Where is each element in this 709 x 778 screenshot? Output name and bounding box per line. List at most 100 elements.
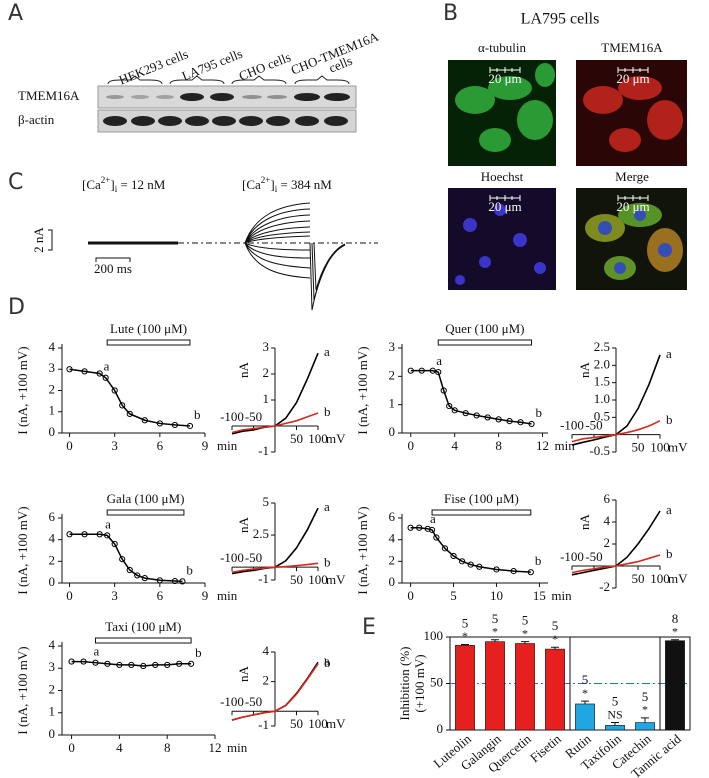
x-unit: min bbox=[555, 438, 576, 453]
x-tick-label: -100 bbox=[220, 409, 244, 424]
y-tick-label: 0 bbox=[389, 574, 396, 589]
x-tick-label: 50 bbox=[290, 431, 303, 446]
scale-bar-label: 20 μm bbox=[616, 199, 649, 214]
data-point bbox=[66, 366, 73, 373]
panel-label: D bbox=[8, 295, 25, 320]
image-label: TMEM16A bbox=[601, 40, 663, 55]
trace bbox=[410, 527, 531, 573]
data-point bbox=[141, 575, 148, 582]
drug-label: Gala (100 μM) bbox=[107, 491, 185, 506]
scale-bar bbox=[95, 257, 131, 262]
x-tick-label: 50 bbox=[290, 716, 303, 731]
image-label: Merge bbox=[615, 169, 649, 184]
row-label: TMEM16A bbox=[18, 88, 80, 103]
x-unit: min bbox=[217, 588, 238, 603]
text: [Ca bbox=[82, 177, 101, 192]
data-point bbox=[102, 374, 109, 381]
significance: * bbox=[582, 686, 588, 700]
point-label: a bbox=[105, 516, 111, 531]
data-point bbox=[119, 402, 126, 409]
bar bbox=[545, 648, 565, 731]
y-tick-label: 1 bbox=[49, 704, 56, 719]
x-unit: mV bbox=[326, 572, 346, 587]
y-tick-label: 2 bbox=[604, 535, 611, 550]
data-point bbox=[111, 540, 118, 548]
data-point bbox=[96, 531, 103, 538]
x-tick-label: 4 bbox=[451, 438, 458, 453]
subscript: i bbox=[115, 184, 118, 194]
bar bbox=[605, 725, 625, 731]
y-tick-label: 2 bbox=[49, 381, 56, 396]
y-tick-label: 2 bbox=[389, 367, 396, 382]
superscript: 2+ bbox=[261, 175, 271, 185]
sample-size: 5 bbox=[642, 689, 649, 704]
significance: * bbox=[642, 703, 648, 717]
data-point bbox=[429, 367, 436, 374]
y-axis-label: I (nA, +100 mV) bbox=[15, 346, 30, 434]
data-point bbox=[467, 561, 474, 568]
y-tick-label: 6 bbox=[604, 491, 611, 506]
y-tick-label: -1 bbox=[258, 717, 269, 732]
x-unit: mV bbox=[668, 571, 688, 586]
y-tick-label: 2.5 bbox=[253, 526, 269, 541]
group-labels: HEK293 cells LA795 cells CHO cells CHO-T… bbox=[107, 29, 381, 88]
data-point bbox=[435, 368, 442, 376]
series-label: a bbox=[666, 502, 672, 517]
y-axis-label: nA bbox=[236, 361, 251, 378]
sample-size: 5 bbox=[522, 613, 529, 628]
x-tick-label: 100 bbox=[308, 572, 328, 587]
data-point bbox=[440, 387, 447, 394]
data-point bbox=[462, 410, 469, 417]
y-tick-label: 2.0 bbox=[594, 356, 610, 371]
series-label: b bbox=[666, 546, 673, 561]
drug-bar bbox=[437, 339, 533, 346]
point-label: b bbox=[186, 562, 193, 577]
y-tick-label: 0 bbox=[49, 726, 56, 741]
data-point bbox=[407, 524, 414, 531]
data-point bbox=[134, 572, 141, 579]
x-tick-label: 0 bbox=[407, 588, 414, 603]
bar bbox=[635, 722, 655, 731]
sample-size: 5 bbox=[612, 694, 619, 709]
data-point bbox=[424, 525, 431, 532]
significance: * bbox=[492, 625, 498, 639]
series-label: b bbox=[324, 404, 331, 419]
sample-size: 5 bbox=[492, 611, 499, 626]
data-point bbox=[68, 658, 75, 665]
y-tick-label: 50 bbox=[430, 674, 443, 689]
y-tick-label: -2 bbox=[599, 579, 610, 594]
scale-bar-label: 20 μm bbox=[488, 199, 521, 214]
text: = 384 nM bbox=[277, 177, 332, 192]
data-point bbox=[111, 387, 118, 394]
significance: * bbox=[552, 632, 558, 646]
data-point bbox=[152, 661, 159, 669]
x-unit: min bbox=[217, 438, 238, 453]
group-label: HEK293 cells bbox=[117, 46, 191, 87]
data-point bbox=[128, 661, 135, 669]
text: [Ca bbox=[242, 177, 261, 192]
y-tick-label: 2 bbox=[49, 552, 56, 567]
x-tick-label: 100 bbox=[650, 440, 670, 455]
x-tick-label: 50 bbox=[632, 571, 645, 586]
y-tick-label: 6 bbox=[389, 509, 396, 524]
x-tick-label: -100 bbox=[220, 550, 244, 565]
x-tick-label: -100 bbox=[560, 418, 584, 433]
panel-label: C bbox=[8, 170, 23, 195]
x-tick-label: -50 bbox=[245, 409, 262, 424]
data-point bbox=[156, 577, 163, 584]
text: = 12 nM bbox=[117, 177, 166, 192]
x-tick-label: -100 bbox=[560, 549, 584, 564]
point-label: a bbox=[104, 359, 110, 374]
y-tick-label: 2 bbox=[263, 365, 270, 380]
iv-curve bbox=[231, 663, 319, 721]
x-tick-label: 8 bbox=[495, 438, 502, 453]
x-tick-label: -100 bbox=[220, 694, 244, 709]
x-tick-label: 0 bbox=[66, 438, 73, 453]
drug-bar bbox=[106, 339, 191, 346]
x-tick-label: 9 bbox=[202, 438, 209, 453]
x-tick-label: 100 bbox=[650, 571, 670, 586]
significance: NS bbox=[607, 707, 622, 721]
panel-label: A bbox=[8, 1, 23, 26]
y-tick-label: 4 bbox=[389, 531, 396, 546]
data-point bbox=[493, 566, 500, 573]
